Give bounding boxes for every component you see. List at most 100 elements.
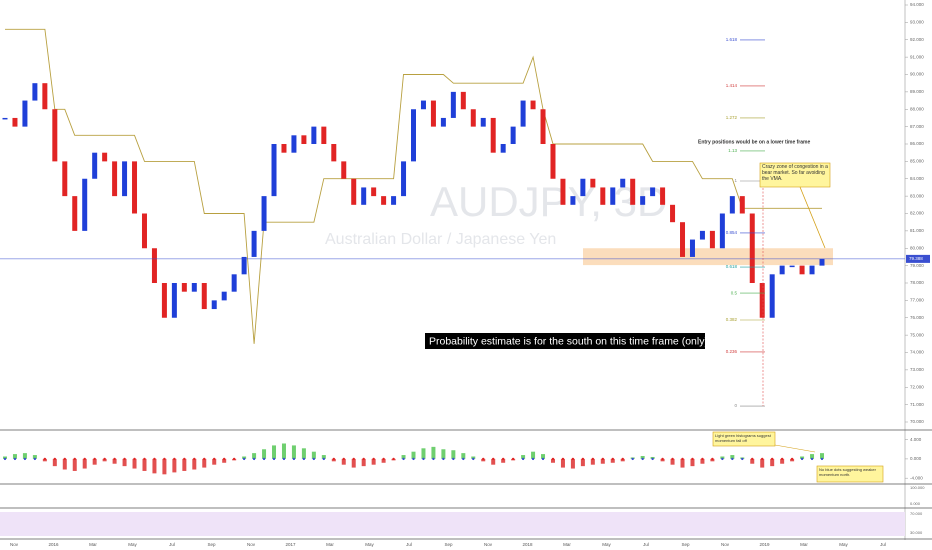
fib-label: 0.618 [726, 264, 738, 269]
histogram-bar [272, 445, 277, 459]
candle [231, 274, 237, 292]
candle [211, 300, 217, 310]
x-tick-label: 2018 [522, 542, 533, 547]
candle [102, 152, 108, 162]
zero-dot [173, 457, 176, 461]
y-tick-label: 91.000 [910, 54, 924, 59]
callout-text: Crazy zone of congestion in a bear marke… [762, 164, 828, 182]
zero-dot [681, 457, 684, 461]
candle [341, 161, 347, 179]
histogram-bar [451, 450, 456, 459]
candle [719, 213, 725, 249]
candle [271, 144, 277, 197]
candle [351, 178, 357, 205]
zero-dot [661, 457, 664, 461]
candle [530, 100, 536, 110]
zero-dot [292, 457, 296, 461]
zero-dot [462, 457, 465, 461]
candle [391, 196, 397, 205]
histogram-bar [212, 458, 217, 465]
y-tick-label: 90.000 [910, 72, 924, 77]
histogram-bar [172, 458, 177, 473]
zero-dot [551, 457, 555, 461]
y-tick-label: 72.000 [910, 384, 924, 389]
zero-dot [790, 457, 794, 461]
candle [440, 117, 446, 127]
zero-dot [232, 457, 236, 461]
histogram-bar [182, 458, 187, 471]
candle [460, 91, 466, 110]
congestion-zone [583, 248, 833, 266]
candle [201, 283, 207, 310]
histogram-bar [52, 458, 57, 467]
histogram-bar [12, 454, 17, 459]
x-tick-label: Nov [484, 542, 493, 547]
zero-dot [312, 457, 316, 461]
zero-dot [571, 457, 575, 461]
zero-dot [113, 457, 116, 461]
panel4-tick-label: 70.000 [910, 511, 923, 516]
histogram-bar [242, 456, 247, 459]
candle [311, 126, 317, 144]
zero-dot [780, 457, 784, 461]
histogram-bar [570, 458, 575, 469]
x-tick-label: Mar [89, 542, 97, 547]
candle [610, 187, 616, 205]
candle [381, 196, 387, 205]
histogram-bar [411, 451, 416, 459]
zero-dot [33, 457, 37, 461]
histogram-bar [541, 454, 546, 459]
last-price-label: 79.388 [909, 256, 923, 261]
zero-dot [761, 457, 764, 461]
histogram-bar [620, 458, 625, 462]
histogram-bar [132, 458, 137, 469]
zero-dot [342, 457, 345, 461]
zero-dot [472, 457, 475, 461]
panel3-tick-label: 0.000 [910, 501, 921, 506]
zero-dot [521, 457, 525, 461]
zero-dot [242, 457, 246, 461]
candle [709, 230, 715, 249]
candle [112, 161, 118, 197]
zero-dot [53, 457, 57, 461]
histogram-bar [62, 458, 67, 470]
callout-text: No blue dots suggesting weaker momentum … [819, 467, 876, 477]
candle [689, 239, 695, 257]
candle [809, 265, 815, 275]
x-tick-label: Nov [247, 542, 256, 547]
zero-dot [13, 457, 17, 461]
histogram-bar [311, 451, 316, 459]
y-tick-label: 86.000 [910, 141, 924, 146]
candle [141, 213, 147, 249]
histogram-bar [222, 458, 227, 463]
candle [570, 196, 576, 205]
candle [510, 126, 516, 144]
zero-dot [123, 457, 126, 461]
candle [749, 213, 755, 283]
zero-dot [213, 457, 216, 461]
histogram-bar [481, 458, 486, 462]
histogram-bar [22, 453, 27, 459]
candle [22, 100, 28, 127]
fib-label: 0.382 [726, 317, 738, 322]
callout-text: Light green histograms suggest momentum … [715, 433, 771, 443]
zero-dot [432, 457, 435, 461]
candle [2, 117, 8, 120]
zero-dot [382, 457, 385, 461]
zero-dot [3, 457, 7, 461]
zero-dot [73, 457, 76, 461]
fib-label: 0.854 [726, 230, 738, 235]
histogram-bar [421, 448, 426, 459]
histogram-bar [72, 458, 77, 471]
histogram-bar [331, 458, 336, 462]
histogram-bar [371, 458, 376, 465]
histogram-bar [32, 455, 37, 459]
zero-dot [252, 457, 256, 461]
x-tick-label: May [839, 542, 848, 547]
candle [560, 178, 566, 205]
zero-dot [83, 457, 86, 461]
zero-dot [691, 457, 694, 461]
y-tick-label: 94.000 [910, 2, 924, 7]
candle [640, 196, 646, 205]
